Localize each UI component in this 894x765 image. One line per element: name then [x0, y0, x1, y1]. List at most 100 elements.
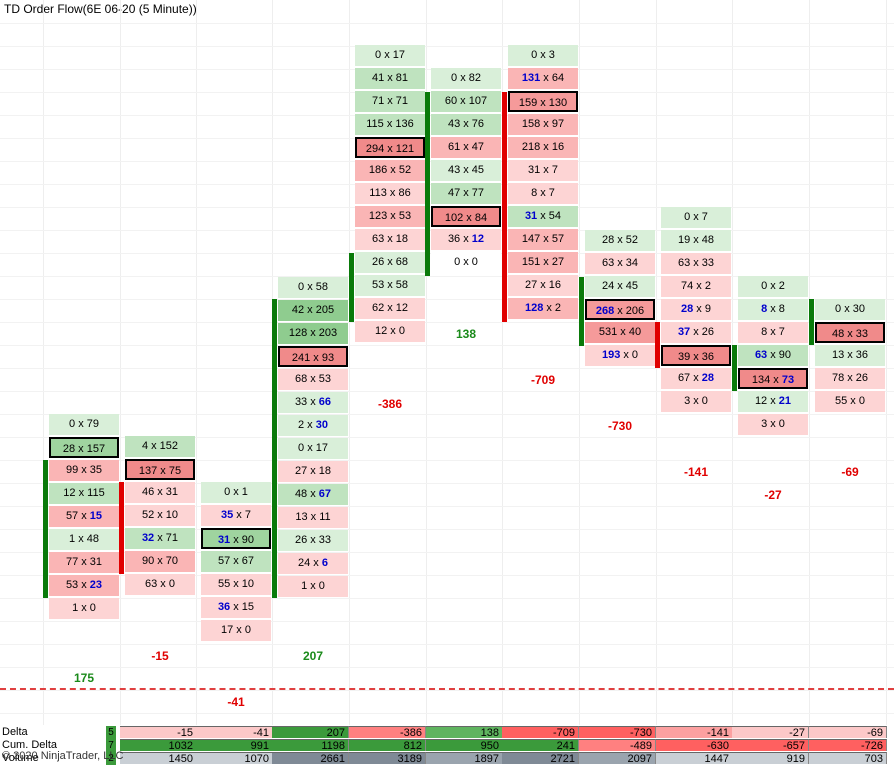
footprint-cell[interactable]: 37 x 26	[661, 322, 731, 343]
footprint-cell[interactable]: 13 x 11	[278, 507, 348, 528]
footprint-cell[interactable]: 137 x 75	[125, 459, 195, 480]
footprint-cell[interactable]: 24 x 45	[585, 276, 655, 297]
footprint-cell[interactable]: 31 x 54	[508, 206, 578, 227]
footprint-cell[interactable]: 53 x 23	[49, 575, 119, 596]
footprint-cell[interactable]: 12 x 115	[49, 483, 119, 504]
footprint-cell[interactable]: 33 x 66	[278, 392, 348, 413]
footprint-cell[interactable]: 131 x 64	[508, 68, 578, 89]
footprint-cell[interactable]: 63 x 18	[355, 229, 425, 250]
footprint-cell[interactable]: 13 x 36	[815, 345, 885, 366]
footprint-cell[interactable]: 8 x 7	[508, 183, 578, 204]
footprint-cell[interactable]: 78 x 26	[815, 368, 885, 389]
footprint-cell[interactable]: 115 x 136	[355, 114, 425, 135]
footprint-cell[interactable]: 19 x 48	[661, 230, 731, 251]
footprint-cell[interactable]: 52 x 10	[125, 505, 195, 526]
footprint-cell[interactable]: 31 x 7	[508, 160, 578, 181]
footprint-cell[interactable]: 1 x 48	[49, 529, 119, 550]
footprint-cell[interactable]: 102 x 84	[431, 206, 501, 227]
footprint-cell[interactable]: 63 x 33	[661, 253, 731, 274]
footprint-cell[interactable]: 55 x 0	[815, 391, 885, 412]
footprint-cell[interactable]: 26 x 33	[278, 530, 348, 551]
price-line	[0, 688, 894, 690]
footprint-cell[interactable]: 0 x 0	[431, 252, 501, 273]
footprint-cell[interactable]: 71 x 71	[355, 91, 425, 112]
footprint-cell[interactable]: 113 x 86	[355, 183, 425, 204]
footprint-cell[interactable]: 41 x 81	[355, 68, 425, 89]
footprint-cell[interactable]: 128 x 2	[508, 298, 578, 319]
footprint-cell[interactable]: 268 x 206	[585, 299, 655, 320]
footprint-cell[interactable]: 3 x 0	[738, 414, 808, 435]
footprint-cell[interactable]: 158 x 97	[508, 114, 578, 135]
footprint-cell[interactable]: 63 x 34	[585, 253, 655, 274]
footprint-cell[interactable]: 31 x 90	[201, 528, 271, 549]
footprint-cell[interactable]: 63 x 0	[125, 574, 195, 595]
footprint-cell[interactable]: 57 x 67	[201, 551, 271, 572]
footprint-cell[interactable]: 28 x 9	[661, 299, 731, 320]
footprint-cell[interactable]: 0 x 17	[278, 438, 348, 459]
grid-vline	[579, 0, 580, 725]
footprint-cell[interactable]: 8 x 8	[738, 299, 808, 320]
footprint-cell[interactable]: 39 x 36	[661, 345, 731, 366]
footprint-cell[interactable]: 8 x 7	[738, 322, 808, 343]
footprint-cell[interactable]: 62 x 12	[355, 298, 425, 319]
footprint-cell[interactable]: 24 x 6	[278, 553, 348, 574]
footprint-cell[interactable]: 36 x 15	[201, 597, 271, 618]
footprint-cell[interactable]: 17 x 0	[201, 620, 271, 641]
footprint-cell[interactable]: 55 x 10	[201, 574, 271, 595]
footprint-cell[interactable]: 2 x 30	[278, 415, 348, 436]
footprint-cell[interactable]: 60 x 107	[431, 91, 501, 112]
footprint-cell[interactable]: 27 x 18	[278, 461, 348, 482]
footprint-cell[interactable]: 12 x 0	[355, 321, 425, 342]
footprint-cell[interactable]: 241 x 93	[278, 346, 348, 367]
footprint-cell[interactable]: 77 x 31	[49, 552, 119, 573]
footprint-cell[interactable]: 294 x 121	[355, 137, 425, 158]
footprint-cell[interactable]: 42 x 205	[278, 300, 348, 321]
footprint-cell[interactable]: 90 x 70	[125, 551, 195, 572]
footprint-cell[interactable]: 0 x 82	[431, 68, 501, 89]
footprint-cell[interactable]: 4 x 152	[125, 436, 195, 457]
footprint-cell[interactable]: 57 x 15	[49, 506, 119, 527]
footprint-cell[interactable]: 48 x 67	[278, 484, 348, 505]
footprint-cell[interactable]: 0 x 79	[49, 414, 119, 435]
footprint-cell[interactable]: 36 x 12	[431, 229, 501, 250]
footprint-cell[interactable]: 0 x 7	[661, 207, 731, 228]
footprint-cell[interactable]: 128 x 203	[278, 323, 348, 344]
footprint-cell[interactable]: 47 x 77	[431, 183, 501, 204]
footprint-cell[interactable]: 0 x 30	[815, 299, 885, 320]
footprint-cell[interactable]: 26 x 68	[355, 252, 425, 273]
footprint-cell[interactable]: 151 x 27	[508, 252, 578, 273]
footprint-cell[interactable]: 1 x 0	[49, 598, 119, 619]
footprint-cell[interactable]: 147 x 57	[508, 229, 578, 250]
footprint-cell[interactable]: 68 x 53	[278, 369, 348, 390]
footprint-cell[interactable]: 0 x 3	[508, 45, 578, 66]
footprint-cell[interactable]: 53 x 58	[355, 275, 425, 296]
footprint-cell[interactable]: 61 x 47	[431, 137, 501, 158]
footprint-cell[interactable]: 48 x 33	[815, 322, 885, 343]
footprint-cell[interactable]: 35 x 7	[201, 505, 271, 526]
footprint-cell[interactable]: 63 x 90	[738, 345, 808, 366]
footprint-cell[interactable]: 531 x 40	[585, 322, 655, 343]
footprint-cell[interactable]: 99 x 35	[49, 460, 119, 481]
footprint-cell[interactable]: 1 x 0	[278, 576, 348, 597]
footprint-cell[interactable]: 28 x 157	[49, 437, 119, 458]
footprint-cell[interactable]: 0 x 2	[738, 276, 808, 297]
footprint-cell[interactable]: 27 x 16	[508, 275, 578, 296]
footprint-cell[interactable]: 0 x 17	[355, 45, 425, 66]
footprint-cell[interactable]: 3 x 0	[661, 391, 731, 412]
footprint-cell[interactable]: 0 x 58	[278, 277, 348, 298]
footprint-cell[interactable]: 218 x 16	[508, 137, 578, 158]
footprint-cell[interactable]: 186 x 52	[355, 160, 425, 181]
footprint-cell[interactable]: 0 x 1	[201, 482, 271, 503]
footprint-cell[interactable]: 123 x 53	[355, 206, 425, 227]
footprint-cell[interactable]: 28 x 52	[585, 230, 655, 251]
footprint-cell[interactable]: 32 x 71	[125, 528, 195, 549]
footprint-cell[interactable]: 74 x 2	[661, 276, 731, 297]
footprint-cell[interactable]: 159 x 130	[508, 91, 578, 112]
footprint-cell[interactable]: 43 x 76	[431, 114, 501, 135]
footprint-cell[interactable]: 67 x 28	[661, 368, 731, 389]
footprint-cell[interactable]: 12 x 21	[738, 391, 808, 412]
footprint-cell[interactable]: 46 x 31	[125, 482, 195, 503]
footprint-cell[interactable]: 134 x 73	[738, 368, 808, 389]
footprint-cell[interactable]: 43 x 45	[431, 160, 501, 181]
footprint-cell[interactable]: 193 x 0	[585, 345, 655, 366]
